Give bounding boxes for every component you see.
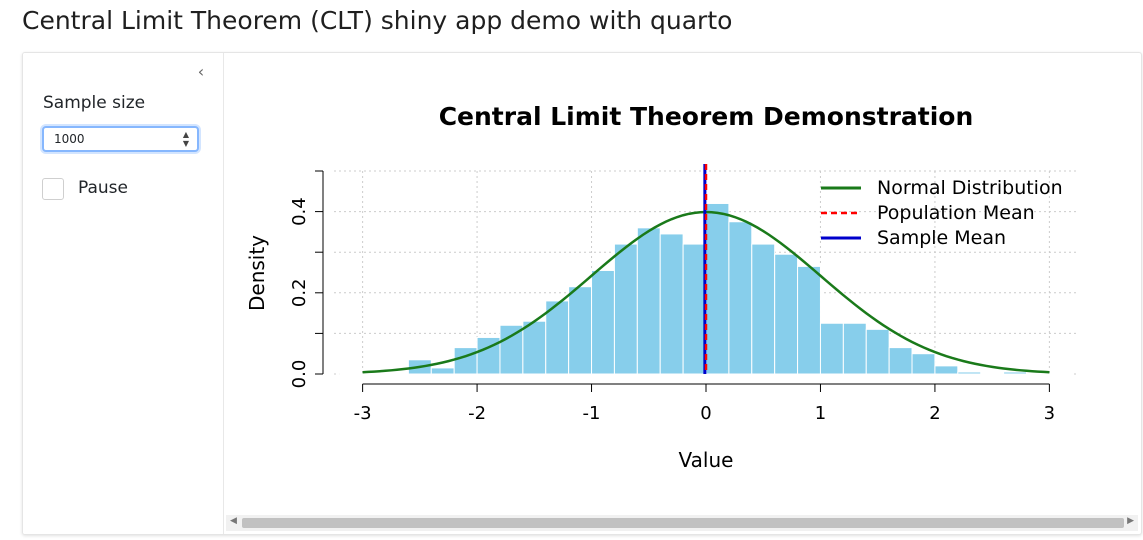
sample-size-input[interactable]: 1000 ▲ ▼: [42, 126, 199, 152]
histogram-bar: [385, 373, 409, 375]
histogram-bar: [591, 269, 615, 375]
histogram-bar: [842, 322, 867, 375]
scroll-left-icon[interactable]: ◀: [230, 516, 237, 526]
stepper-icon[interactable]: ▲ ▼: [182, 130, 189, 148]
y-axis-label: Density: [245, 235, 269, 311]
app-card: ‹ Sample size 1000 ▲ ▼ Pause Central Limi…: [22, 52, 1142, 535]
histogram-bar: [522, 320, 547, 375]
histogram-bar: [888, 347, 913, 375]
legend-entry: Sample Mean: [877, 227, 1006, 249]
x-tick-label: 1: [815, 403, 826, 424]
histogram-bar: [499, 324, 524, 375]
histogram-bar: [728, 221, 753, 375]
histogram-bar: [659, 233, 684, 375]
y-tick-label: 0.2: [289, 278, 310, 307]
x-tick-label: -2: [468, 403, 486, 424]
clt-chart: Central Limit Theorem Demonstration -3 -2…: [245, 102, 1078, 472]
legend-entry: Normal Distribution: [877, 177, 1063, 199]
histogram-bar: [613, 243, 638, 375]
histogram-bar: [751, 243, 776, 375]
x-tick-label: 3: [1044, 403, 1055, 424]
histogram-bar: [980, 373, 1005, 375]
histogram-bar: [705, 202, 730, 375]
x-axis-label: Value: [679, 448, 734, 472]
histogram-bar: [1003, 371, 1027, 375]
histogram-bar: [957, 371, 982, 375]
histogram-bar: [797, 265, 821, 375]
sample-size-value[interactable]: 1000: [54, 132, 85, 146]
chart-title: Central Limit Theorem Demonstration: [439, 102, 974, 131]
histogram-bar: [934, 365, 959, 375]
histogram-bar: [1025, 373, 1050, 375]
histogram-bar: [362, 373, 387, 375]
histogram-bar: [1048, 373, 1073, 375]
histogram-bar: [453, 347, 478, 375]
y-tick-label: 0.4: [289, 197, 310, 226]
chart-lines: [362, 164, 1050, 374]
histogram-bar: [819, 322, 844, 375]
main-panel: Central Limit Theorem Demonstration -3 -2…: [224, 53, 1141, 534]
histogram-bar: [865, 328, 890, 375]
x-tick-label: 2: [929, 403, 940, 424]
histogram-bar: [636, 227, 661, 375]
sample-size-label: Sample size: [43, 93, 146, 113]
x-tick-label: 0: [700, 403, 711, 424]
histogram-bar: [774, 253, 799, 375]
legend: Normal Distribution Population Mean Sample…: [821, 177, 1063, 249]
sidebar: ‹ Sample size 1000 ▲ ▼ Pause: [23, 53, 224, 534]
y-tick-label: 0.0: [289, 360, 310, 389]
horizontal-scrollbar[interactable]: ◀ ▶: [226, 515, 1138, 531]
histogram-bars: [339, 202, 1073, 375]
legend-entry: Population Mean: [877, 202, 1035, 224]
histogram-bar: [430, 367, 455, 375]
axes: -3 -2 -1 0 1 2 3 0.0 0.2 0.4: [289, 170, 1055, 424]
scrollbar-thumb[interactable]: [242, 518, 1124, 528]
pause-checkbox[interactable]: [42, 178, 64, 200]
histogram-bar: [339, 373, 364, 375]
scroll-right-icon[interactable]: ▶: [1127, 516, 1134, 526]
x-tick-label: -3: [354, 403, 372, 424]
histogram-bar: [682, 243, 707, 375]
collapse-sidebar-icon[interactable]: ‹: [197, 62, 205, 81]
page-title: Central Limit Theorem (CLT) shiny app de…: [22, 6, 733, 35]
histogram-bar: [568, 286, 593, 375]
histogram-bar: [911, 353, 936, 375]
x-tick-label: -1: [583, 403, 601, 424]
pause-label[interactable]: Pause: [78, 178, 128, 198]
